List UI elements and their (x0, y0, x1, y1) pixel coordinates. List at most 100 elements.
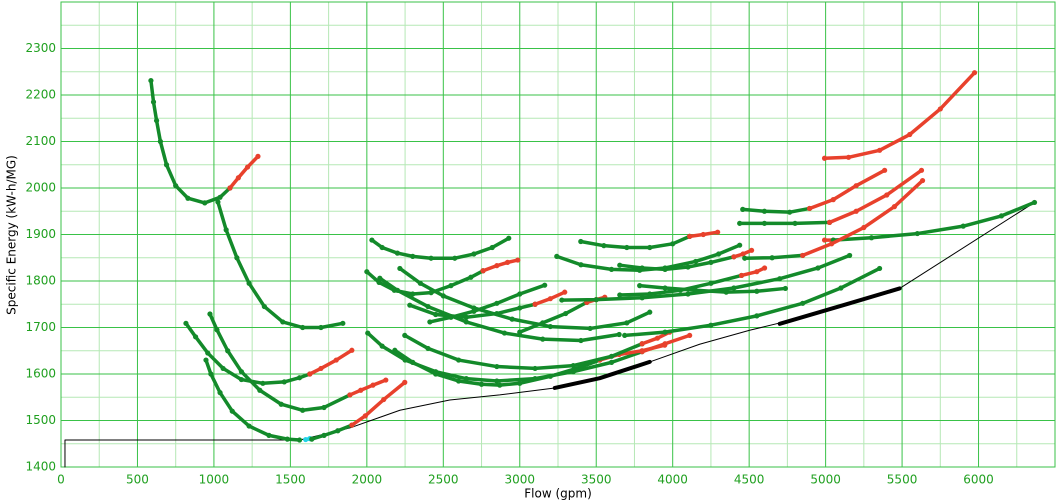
series-curve (348, 378, 388, 397)
x-tick-label: 500 (126, 473, 149, 487)
point (244, 164, 251, 170)
point (937, 106, 943, 112)
point (578, 238, 584, 245)
series-curve (408, 302, 537, 320)
point (266, 432, 272, 438)
point (685, 291, 691, 297)
series-curve (403, 333, 644, 371)
system-curve (552, 359, 652, 390)
point (504, 259, 511, 265)
point (782, 285, 788, 292)
point (845, 154, 852, 160)
series-curve (737, 220, 832, 226)
point (542, 282, 548, 288)
point (754, 269, 760, 275)
x-tick-label: 0 (57, 473, 65, 487)
point (208, 371, 214, 377)
y-tick-label: 1800 (25, 274, 56, 288)
point (639, 348, 645, 354)
point (800, 252, 806, 259)
point (693, 258, 699, 265)
point (570, 363, 576, 369)
point (463, 376, 469, 382)
point (742, 255, 748, 261)
point (828, 241, 835, 247)
point (394, 250, 401, 256)
point (749, 247, 755, 253)
point (578, 337, 584, 344)
point (509, 316, 515, 322)
point (497, 382, 503, 388)
point (238, 369, 245, 375)
point (433, 311, 439, 318)
x-tick-label: 2000 (352, 473, 383, 487)
point (637, 283, 643, 289)
point (335, 428, 341, 434)
point (347, 392, 353, 398)
point (853, 208, 859, 214)
point (333, 357, 339, 363)
series-curve (393, 348, 602, 387)
point (662, 342, 668, 348)
point (440, 293, 446, 299)
point (220, 365, 226, 372)
point (494, 263, 500, 269)
series-curve (365, 269, 485, 296)
point (428, 255, 434, 261)
point (246, 280, 252, 286)
point (278, 401, 284, 407)
point (517, 380, 523, 386)
point (284, 436, 290, 442)
point (192, 334, 199, 340)
y-tick-label: 2000 (25, 181, 56, 195)
point (456, 378, 462, 384)
point (876, 147, 883, 153)
point (731, 254, 737, 260)
point (800, 300, 806, 306)
point (639, 295, 645, 301)
point (792, 220, 798, 226)
point (971, 70, 978, 76)
point (296, 437, 303, 443)
point (480, 268, 486, 274)
point (670, 241, 676, 247)
point (601, 243, 607, 249)
point (821, 155, 828, 161)
point (153, 117, 160, 124)
x-tick-label: 4000 (657, 473, 688, 487)
point (787, 209, 793, 215)
point (624, 244, 630, 251)
series-curve (350, 380, 407, 427)
point (647, 244, 653, 251)
point (715, 229, 721, 235)
point (891, 204, 898, 210)
point (183, 320, 189, 326)
point (919, 177, 926, 184)
series-curve (481, 258, 520, 273)
point (777, 276, 783, 282)
point (185, 195, 191, 201)
point (394, 287, 401, 293)
point (562, 289, 568, 295)
point (365, 330, 371, 336)
point (517, 291, 523, 297)
point (563, 310, 569, 317)
point (261, 303, 267, 310)
point (392, 347, 398, 353)
point (876, 265, 883, 272)
point (255, 153, 261, 159)
series-curve (618, 255, 736, 272)
point (540, 336, 546, 342)
point (708, 280, 714, 286)
point (225, 348, 231, 354)
point (754, 288, 760, 294)
x-tick-label: 4500 (734, 473, 765, 487)
point (687, 233, 693, 239)
point (882, 167, 888, 173)
point (150, 99, 157, 105)
series-curve (308, 348, 354, 376)
point (173, 183, 179, 189)
point (358, 387, 364, 393)
point (227, 185, 233, 191)
point (740, 251, 746, 257)
